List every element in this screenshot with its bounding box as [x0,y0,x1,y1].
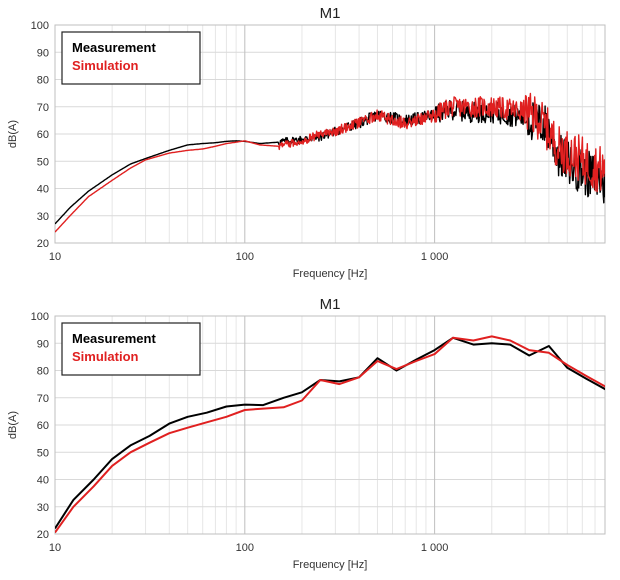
plot-area [54,24,606,244]
y-axis-label: dB(A) [7,411,19,439]
y-tick-label: 100 [31,311,49,323]
chart-2: M1 20 30 40 50 60 70 80 90 100 10 100 1 000 Frequency… [7,296,606,571]
x-tick-label: 10 [49,251,61,263]
x-tick-label: 1 000 [421,542,449,554]
legend-box [61,31,201,85]
series-line-measurement [55,336,605,530]
y-tick-label: 30 [37,502,49,514]
series-line-measurement [55,100,605,225]
y-tick-label: 70 [37,102,49,114]
plot-area [54,315,606,535]
y-tick-label: 60 [37,129,49,141]
y-axis-label: dB(A) [7,120,19,148]
x-tick-label: 100 [236,251,254,263]
legend-entry-simulation: Simulation [72,349,139,364]
y-tick-label: 80 [37,75,49,87]
series-line-simulation [55,335,605,534]
x-tick-label: 1 000 [421,251,449,263]
y-tick-label: 50 [37,156,49,168]
y-tick-label: 90 [37,47,49,59]
legend-box [61,322,201,376]
chart-1: M1 20 30 40 50 60 70 80 90 100 10 100 1 000 Frequency… [7,5,606,280]
legend: Measurement Simulation [61,31,201,85]
y-tick-label: 70 [37,393,49,405]
legend-entry-simulation: Simulation [72,58,139,73]
y-tick-label: 60 [37,420,49,432]
y-tick-label: 80 [37,366,49,378]
y-tick-label: 50 [37,447,49,459]
legend-entry-measurement: Measurement [72,40,156,55]
x-tick-label: 10 [49,542,61,554]
legend: Measurement Simulation [61,322,201,376]
chart-title: M1 [320,5,341,22]
y-tick-label: 20 [37,529,49,541]
series-line-simulation [55,92,605,233]
y-tick-label: 40 [37,184,49,196]
legend-entry-measurement: Measurement [72,331,156,346]
x-tick-label: 100 [236,542,254,554]
chart-title: M1 [320,296,341,313]
x-axis-label: Frequency [Hz] [293,559,368,571]
y-tick-label: 100 [31,20,49,32]
y-tick-label: 20 [37,238,49,250]
y-tick-label: 40 [37,475,49,487]
x-axis-label: Frequency [Hz] [293,268,368,280]
y-tick-label: 90 [37,338,49,350]
y-tick-label: 30 [37,211,49,223]
